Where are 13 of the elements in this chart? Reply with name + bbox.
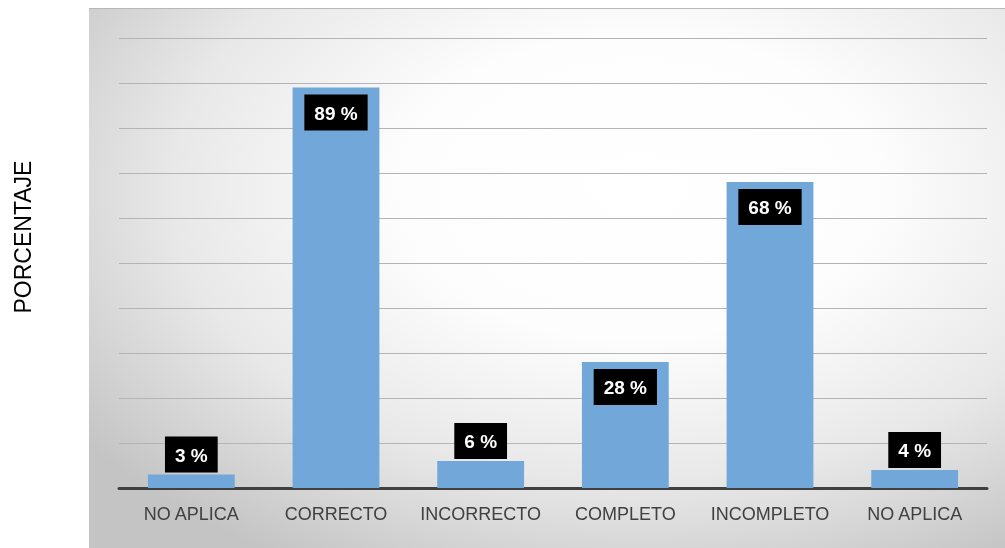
data-label: 3 % xyxy=(174,444,208,466)
data-label: 28 % xyxy=(603,377,648,398)
y-axis-title: PORCENTAJE xyxy=(10,160,36,314)
data-label: 4 % xyxy=(898,440,932,461)
x-tick-label: COMPLETO xyxy=(574,504,676,524)
x-tick-label: INCOMPLETO xyxy=(710,504,830,524)
x-tick-label: CORRECTO xyxy=(284,504,388,524)
x-tick-label: NO APLICA xyxy=(143,504,239,524)
x-tick-label: INCORRECTO xyxy=(420,504,542,524)
x-tick-label: NO APLICA xyxy=(867,504,963,524)
data-label: 89 % xyxy=(314,102,358,124)
data-label: 6 % xyxy=(464,431,498,452)
data-label: 68 % xyxy=(748,197,792,218)
